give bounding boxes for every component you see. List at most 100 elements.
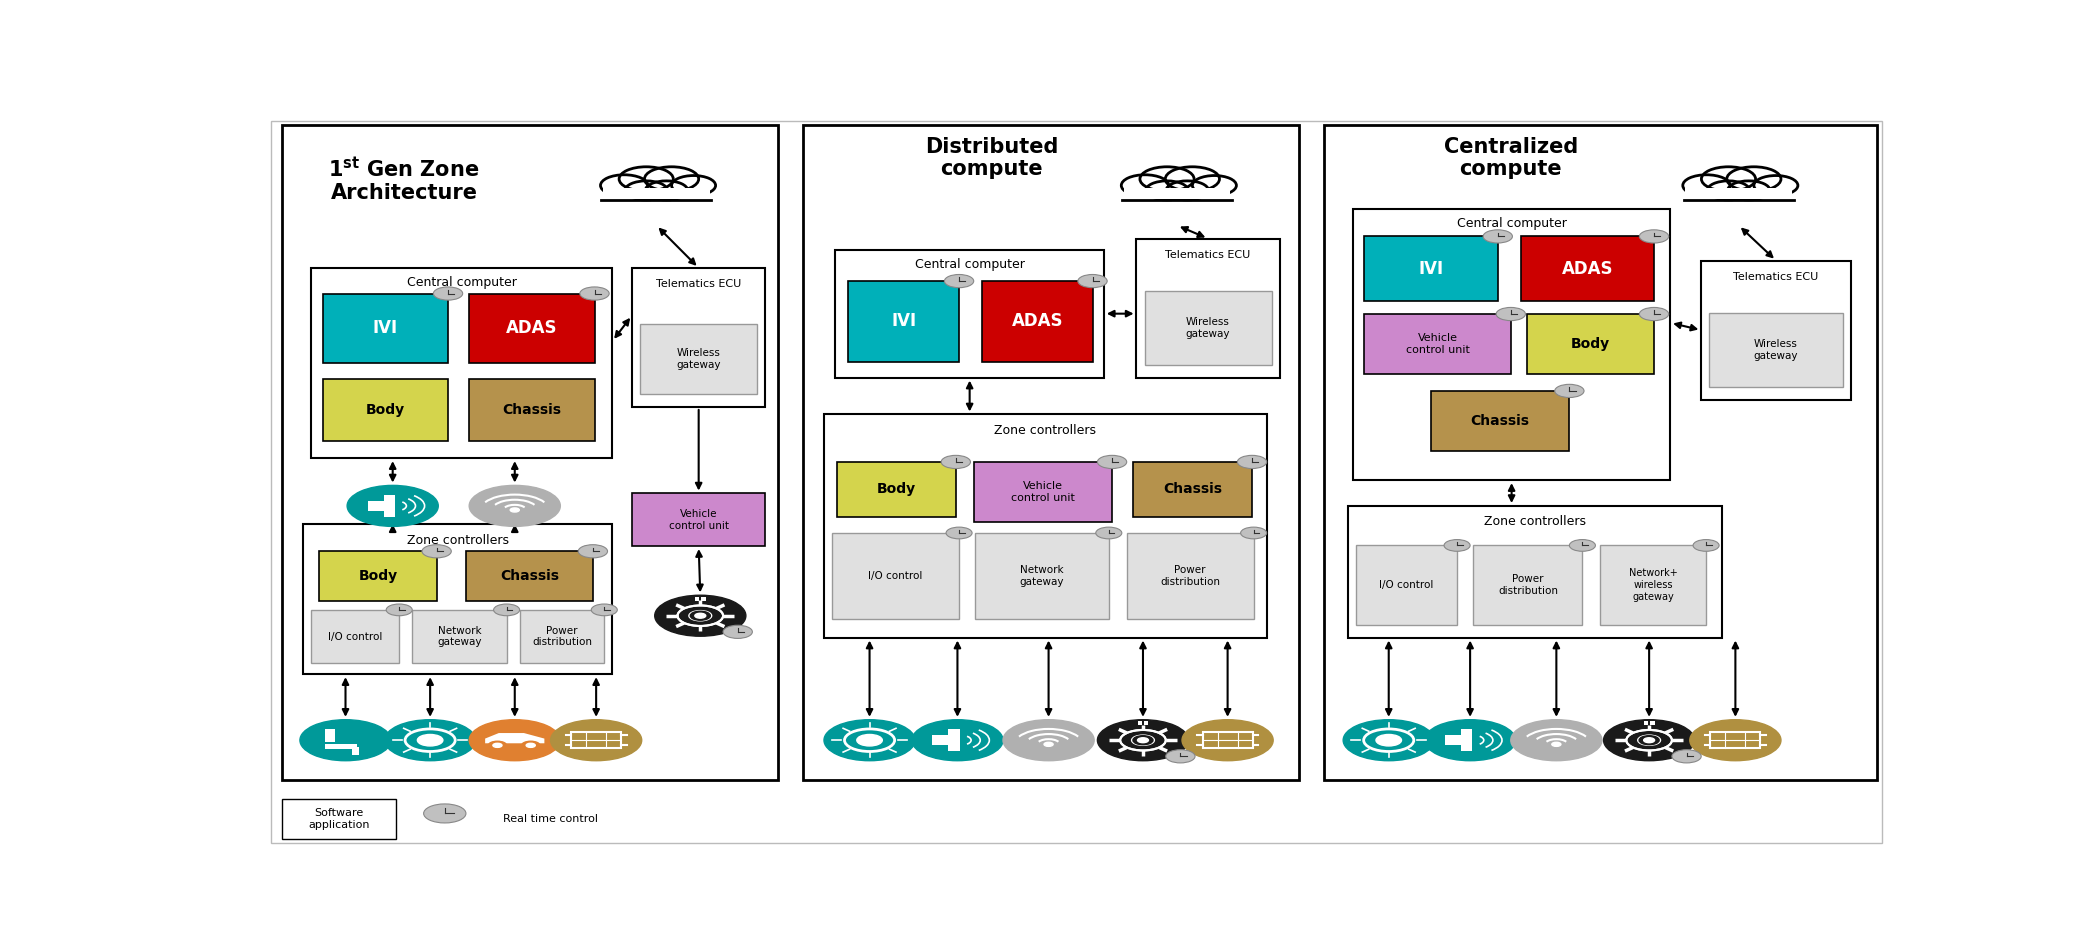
- FancyBboxPatch shape: [1323, 126, 1877, 781]
- Circle shape: [422, 545, 452, 558]
- FancyBboxPatch shape: [1445, 735, 1462, 746]
- Text: Power
distribution: Power distribution: [531, 626, 592, 648]
- Text: Chassis: Chassis: [1470, 414, 1529, 428]
- FancyBboxPatch shape: [466, 552, 592, 601]
- Text: Zone controllers: Zone controllers: [1485, 515, 1586, 529]
- Circle shape: [1483, 230, 1512, 243]
- Text: Body: Body: [359, 570, 397, 583]
- Text: Chassis: Chassis: [500, 570, 559, 583]
- Circle shape: [418, 734, 443, 746]
- FancyBboxPatch shape: [974, 462, 1113, 522]
- Text: $\mathbf{1^{st}}$ Gen Zone
Architecture: $\mathbf{1^{st}}$ Gen Zone Architecture: [328, 156, 479, 204]
- FancyBboxPatch shape: [1474, 546, 1583, 625]
- Circle shape: [1004, 720, 1094, 761]
- Circle shape: [580, 287, 609, 301]
- Circle shape: [1193, 176, 1237, 195]
- Circle shape: [857, 734, 882, 746]
- Circle shape: [1644, 738, 1655, 743]
- Circle shape: [424, 804, 466, 823]
- FancyBboxPatch shape: [1124, 187, 1231, 199]
- FancyBboxPatch shape: [311, 268, 613, 458]
- Text: Zone controllers: Zone controllers: [993, 424, 1096, 437]
- Circle shape: [1241, 527, 1266, 539]
- Text: I/O control: I/O control: [869, 572, 922, 581]
- Circle shape: [1638, 735, 1661, 746]
- Circle shape: [645, 166, 699, 191]
- FancyBboxPatch shape: [1684, 185, 1793, 200]
- Text: Body: Body: [365, 403, 405, 417]
- FancyBboxPatch shape: [1357, 546, 1457, 625]
- Text: I/O control: I/O control: [1380, 580, 1434, 590]
- FancyBboxPatch shape: [311, 610, 399, 664]
- Circle shape: [1640, 307, 1670, 320]
- Circle shape: [468, 720, 561, 761]
- FancyBboxPatch shape: [632, 268, 764, 407]
- FancyBboxPatch shape: [848, 281, 960, 361]
- FancyBboxPatch shape: [838, 462, 956, 516]
- Circle shape: [494, 604, 519, 615]
- Circle shape: [1726, 166, 1781, 191]
- FancyBboxPatch shape: [412, 610, 506, 664]
- Polygon shape: [1462, 728, 1472, 751]
- FancyBboxPatch shape: [823, 415, 1266, 638]
- FancyBboxPatch shape: [519, 610, 605, 664]
- FancyBboxPatch shape: [1651, 722, 1655, 726]
- Circle shape: [1604, 720, 1695, 761]
- Circle shape: [941, 456, 970, 469]
- Circle shape: [550, 720, 643, 761]
- FancyBboxPatch shape: [323, 294, 447, 363]
- Circle shape: [695, 613, 706, 618]
- Text: ADAS: ADAS: [1012, 312, 1063, 330]
- Text: ADAS: ADAS: [1562, 260, 1613, 278]
- Circle shape: [1147, 181, 1189, 200]
- Text: Network
gateway: Network gateway: [1021, 566, 1065, 587]
- Circle shape: [1552, 743, 1560, 747]
- FancyBboxPatch shape: [368, 501, 384, 511]
- Text: Distributed
compute: Distributed compute: [924, 137, 1058, 179]
- Circle shape: [1707, 181, 1749, 200]
- Circle shape: [1690, 720, 1781, 761]
- Text: Vehicle
control unit: Vehicle control unit: [1010, 481, 1075, 502]
- Circle shape: [1640, 230, 1670, 243]
- Circle shape: [384, 720, 477, 761]
- FancyBboxPatch shape: [281, 126, 779, 781]
- FancyBboxPatch shape: [1144, 722, 1149, 726]
- FancyBboxPatch shape: [1644, 722, 1648, 726]
- FancyBboxPatch shape: [1144, 291, 1270, 364]
- Text: Central computer: Central computer: [916, 258, 1025, 271]
- Text: Body: Body: [1571, 337, 1611, 351]
- FancyBboxPatch shape: [1136, 239, 1279, 378]
- FancyBboxPatch shape: [1365, 237, 1497, 301]
- FancyBboxPatch shape: [323, 379, 447, 441]
- FancyBboxPatch shape: [603, 187, 710, 199]
- Text: Vehicle
control unit: Vehicle control unit: [668, 509, 729, 531]
- Circle shape: [527, 744, 536, 747]
- Circle shape: [945, 527, 972, 539]
- Circle shape: [1098, 456, 1128, 469]
- Text: Chassis: Chassis: [1163, 482, 1222, 496]
- Circle shape: [1132, 735, 1155, 746]
- FancyBboxPatch shape: [1430, 391, 1569, 451]
- FancyBboxPatch shape: [319, 552, 437, 601]
- FancyBboxPatch shape: [1134, 462, 1252, 516]
- Circle shape: [1569, 539, 1596, 552]
- Text: Central computer: Central computer: [1457, 218, 1567, 230]
- Text: Wireless
gateway: Wireless gateway: [676, 348, 720, 370]
- Circle shape: [1096, 527, 1121, 539]
- Circle shape: [1140, 166, 1195, 191]
- FancyBboxPatch shape: [632, 494, 764, 546]
- Circle shape: [1693, 539, 1720, 552]
- Circle shape: [510, 508, 519, 512]
- Circle shape: [1077, 275, 1107, 287]
- Text: IVI: IVI: [1418, 260, 1443, 278]
- FancyBboxPatch shape: [1128, 533, 1254, 619]
- Text: Real time control: Real time control: [504, 813, 598, 824]
- Text: Network
gateway: Network gateway: [437, 626, 481, 648]
- FancyBboxPatch shape: [974, 533, 1109, 619]
- Circle shape: [689, 611, 712, 621]
- Text: Network+
wireless
gateway: Network+ wireless gateway: [1630, 569, 1678, 602]
- FancyBboxPatch shape: [281, 799, 397, 839]
- FancyBboxPatch shape: [302, 524, 613, 674]
- FancyBboxPatch shape: [695, 597, 699, 601]
- FancyBboxPatch shape: [1701, 261, 1850, 399]
